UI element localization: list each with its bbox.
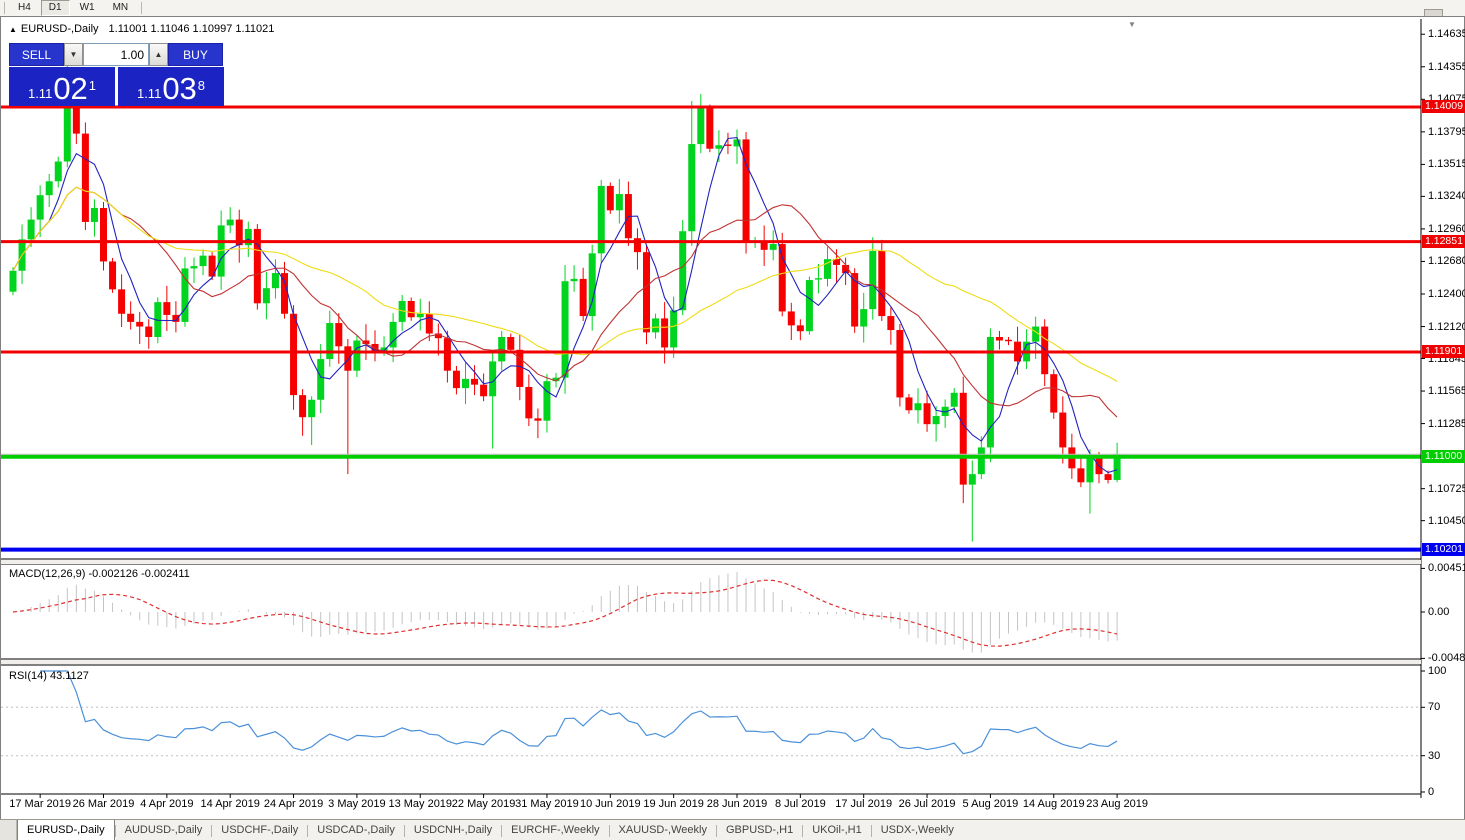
date-axis-label: 31 May 2019 [515,798,579,810]
price-axis-label: 1.12680 [1428,255,1465,268]
sell-button[interactable]: SELL [9,43,64,66]
rsi-axis-label: 0 [1428,786,1435,798]
price-line-label: 1.10201 [1422,542,1465,556]
date-axis-label: 22 May 2019 [451,798,516,810]
price-axis-label: 1.14635 [1428,28,1465,41]
rsi-axis-label: 100 [1428,665,1447,677]
toolbar-separator [141,2,143,14]
rsi-indicator-label: RSI(14) 43.1127 [9,670,89,682]
sell-price-panel[interactable]: 1.11 02 1 [9,67,115,106]
price-axis-label: 1.11565 [1428,385,1465,398]
date-axis-label: 23 Aug 2019 [1086,798,1148,810]
tab-divider [715,824,717,837]
macd-axis-label: 0.004517 [1428,562,1465,575]
sell-price-sup: 1 [88,78,97,93]
symbol-tab-bar: EURUSD-,Daily AUDUSD-,Daily USDCHF-,Daily U… [0,819,1465,840]
symbol-tab-gbpusd-h1[interactable]: GBPUSD-,H1 [725,824,794,836]
chart-ohlc-values: 1.11001 1.11046 1.10997 1.11021 [108,23,275,35]
macd-axis-label: 0.00 [1428,606,1450,618]
price-axis-label: 1.13795 [1428,125,1465,138]
tab-divider [501,824,503,837]
timeframe-button-h4[interactable]: H4 [18,2,31,13]
toolbar-separator [4,2,5,14]
date-axis-label: 26 Mar 2019 [72,798,135,810]
symbol-tab-eurusd-daily[interactable]: EURUSD-,Daily [17,820,115,840]
pane-splitter[interactable] [1,660,1421,664]
tab-divider [403,824,405,837]
price-axis-label: 1.10450 [1428,514,1465,527]
volume-increase-button[interactable]: ▲ [149,43,168,66]
price-line-label: 1.11901 [1422,344,1465,358]
date-axis-label: 3 May 2019 [328,798,386,810]
price-chart-canvas[interactable] [1,17,1462,817]
date-axis-label: 17 Mar 2019 [9,798,72,810]
price-axis-label: 1.13240 [1428,190,1465,203]
symbol-tab-xauusd-weekly[interactable]: XAUUSD-,Weekly [618,824,707,836]
sell-price-big: 02 [53,71,88,106]
collapse-arrow-icon[interactable]: ▲ [9,25,17,34]
macd-axis-label: -0.004806 [1428,652,1465,665]
symbol-tab-eurchf-weekly[interactable]: EURCHF-,Weekly [511,824,600,836]
price-line-label: 1.14009 [1422,99,1465,113]
chart-title: ▲ EURUSD-,Daily 1.11001 1.11046 1.10997 1.… [9,23,274,35]
buy-price-sup: 8 [197,78,206,93]
tab-divider [608,824,610,837]
volume-decrease-button[interactable]: ▼ [64,43,83,66]
price-line-label: 1.12851 [1422,234,1465,248]
chevron-up-icon: ▲ [154,50,163,59]
date-axis-label: 24 Apr 2019 [263,798,324,810]
rsi-axis-label: 30 [1428,749,1441,762]
tab-divider [802,824,804,837]
date-axis-label: 8 Jul 2019 [774,798,826,810]
symbol-tab-audusd-daily[interactable]: AUDUSD-,Daily [124,824,203,836]
date-axis-label: 10 Jun 2019 [580,798,641,810]
symbol-tab-ukoil-h1[interactable]: UKOil-,H1 [812,824,862,836]
symbol-tab-usdcnh-daily[interactable]: USDCNH-,Daily [413,824,493,836]
pane-splitter[interactable] [1,560,1421,564]
buy-button[interactable]: BUY [168,43,223,66]
price-line-label: 1.11000 [1422,449,1465,463]
tab-divider [114,824,116,837]
price-axis-label: 1.14355 [1428,60,1465,73]
chevron-down-icon: ▼ [69,50,78,59]
buy-price-small: 1.11 [136,86,162,101]
chart-shift-marker[interactable]: ▼ [1128,20,1136,29]
tab-divider [211,824,213,837]
sell-price-small: 1.11 [27,86,53,101]
price-axis-label: 1.12400 [1428,288,1465,300]
date-axis-label: 5 Aug 2019 [962,798,1019,810]
date-axis-label: 26 Jul 2019 [898,798,956,810]
date-axis-label: 4 Apr 2019 [140,798,194,810]
date-axis-label: 19 Jun 2019 [643,798,704,810]
timeframe-button-w1[interactable]: W1 [79,2,95,13]
symbol-tab-usdcad-daily[interactable]: USDCAD-,Daily [317,824,395,836]
price-axis-label: 1.11285 [1428,417,1465,430]
price-axis-label: 1.12960 [1428,222,1465,235]
price-axis-label: 1.12120 [1428,320,1465,333]
price-axis-label: 1.10725 [1428,482,1465,495]
tab-divider [307,824,309,837]
timeframe-button-mn[interactable]: MN [112,2,129,13]
volume-input[interactable] [83,43,149,66]
timeframe-button-d1[interactable]: D1 [40,0,70,16]
symbol-tab-usdchf-daily[interactable]: USDCHF-,Daily [221,824,299,836]
macd-indicator-label: MACD(12,26,9) -0.002126 -0.002411 [9,568,190,580]
price-axis-label: 1.13515 [1428,158,1465,171]
date-axis-label: 14 Apr 2019 [200,798,260,810]
rsi-axis-label: 70 [1428,701,1441,714]
date-axis-label: 13 May 2019 [388,798,453,810]
symbol-tab-usdx-weekly[interactable]: USDX-,Weekly [880,824,954,836]
chart-window: ▲ EURUSD-,Daily 1.11001 1.11046 1.10997 1.… [0,16,1465,820]
date-axis-label: 14 Aug 2019 [1022,798,1085,810]
date-axis-label: 28 Jun 2019 [706,798,768,810]
timeframe-toolbar: H4 D1 W1 MN [0,0,1465,17]
date-axis-label: 17 Jul 2019 [835,798,893,810]
tab-corner [0,820,17,840]
chart-symbol-label: EURUSD-,Daily [20,23,99,35]
buy-price-big: 03 [162,71,197,106]
buy-price-panel[interactable]: 1.11 03 8 [118,67,224,106]
tab-divider [870,824,872,837]
